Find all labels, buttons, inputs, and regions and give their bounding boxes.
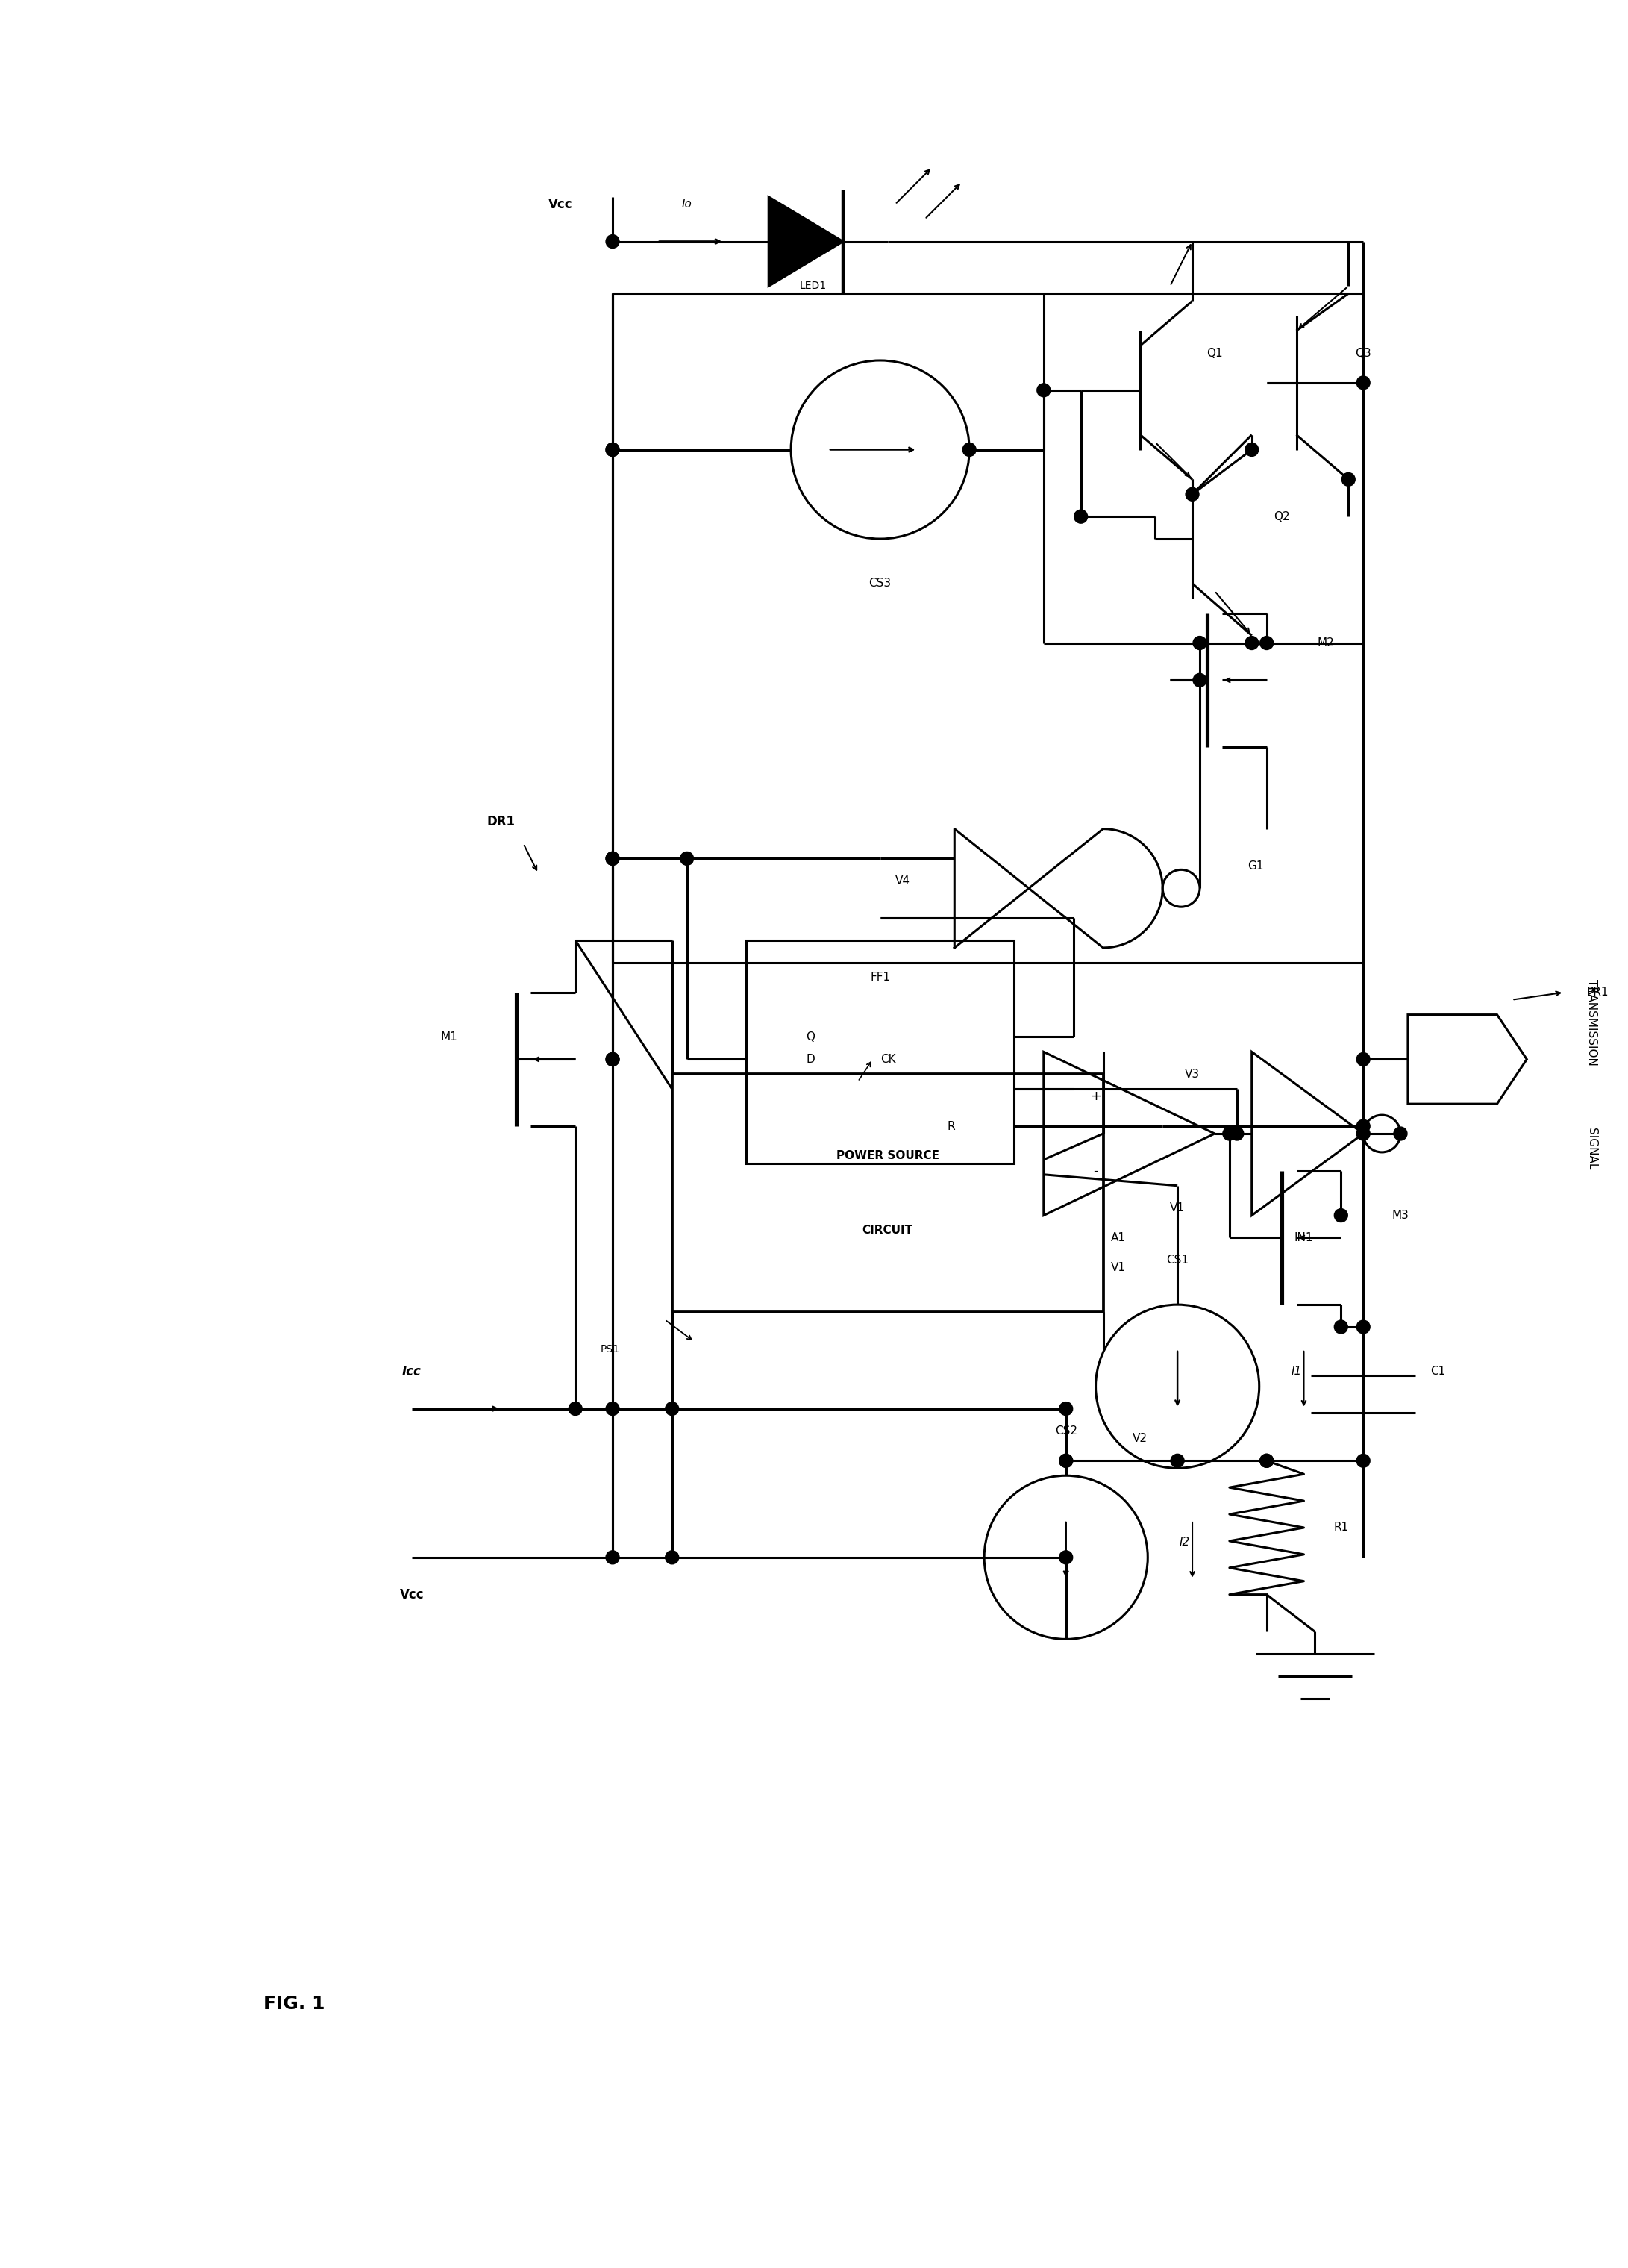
Circle shape [1356, 1454, 1369, 1467]
Circle shape [962, 442, 977, 456]
Text: +: + [1091, 1089, 1101, 1102]
Text: I2: I2 [1180, 1538, 1190, 1549]
Text: CK: CK [881, 1055, 895, 1066]
Circle shape [606, 1551, 619, 1565]
Text: V4: V4 [895, 875, 910, 887]
Text: D: D [806, 1055, 814, 1066]
Circle shape [666, 1402, 679, 1415]
Text: Q1: Q1 [1206, 347, 1223, 358]
Text: IN1: IN1 [1294, 1232, 1314, 1243]
Circle shape [1074, 510, 1088, 524]
Text: Vcc: Vcc [400, 1588, 423, 1601]
Circle shape [1185, 488, 1198, 501]
Circle shape [1193, 674, 1206, 687]
Circle shape [1260, 637, 1273, 649]
Text: V2: V2 [1133, 1433, 1148, 1445]
Text: M2: M2 [1317, 637, 1335, 649]
Text: V1: V1 [1110, 1261, 1125, 1272]
Text: R1: R1 [1333, 1522, 1348, 1533]
Text: FF1: FF1 [869, 973, 891, 982]
Text: PR1: PR1 [1586, 987, 1608, 998]
Polygon shape [768, 197, 843, 286]
Text: SIGNAL: SIGNAL [1586, 1127, 1597, 1170]
Circle shape [1245, 442, 1258, 456]
Circle shape [681, 853, 694, 866]
Circle shape [1341, 472, 1354, 485]
Text: PS1: PS1 [601, 1345, 620, 1354]
Circle shape [1037, 383, 1050, 397]
Text: Icc: Icc [402, 1365, 422, 1379]
Text: DR1: DR1 [487, 814, 516, 828]
Circle shape [1356, 1127, 1369, 1141]
Text: CS1: CS1 [1166, 1254, 1188, 1266]
Circle shape [1356, 1120, 1369, 1134]
Text: Vcc: Vcc [549, 197, 573, 211]
Text: G1: G1 [1247, 860, 1263, 871]
Circle shape [568, 1402, 583, 1415]
Text: TRANSMISSION: TRANSMISSION [1586, 980, 1597, 1066]
Circle shape [1060, 1402, 1073, 1415]
Circle shape [1335, 1320, 1348, 1334]
Circle shape [1193, 637, 1206, 649]
Text: M1: M1 [441, 1032, 457, 1043]
Circle shape [1260, 1454, 1273, 1467]
Circle shape [606, 1052, 619, 1066]
Text: C1: C1 [1429, 1365, 1446, 1377]
Text: V1: V1 [1171, 1202, 1185, 1213]
Circle shape [1356, 1320, 1369, 1334]
Circle shape [1231, 1127, 1244, 1141]
Circle shape [1060, 1551, 1073, 1565]
Circle shape [606, 1402, 619, 1415]
Circle shape [606, 442, 619, 456]
Text: CS3: CS3 [869, 578, 892, 590]
Text: Q2: Q2 [1273, 510, 1289, 522]
Circle shape [666, 1551, 679, 1565]
Text: POWER SOURCE: POWER SOURCE [837, 1150, 939, 1161]
Text: Q: Q [806, 1032, 814, 1043]
Circle shape [1060, 1454, 1073, 1467]
Circle shape [1394, 1127, 1407, 1141]
Text: LED1: LED1 [799, 281, 827, 290]
Circle shape [606, 236, 619, 247]
Text: CIRCUIT: CIRCUIT [863, 1225, 913, 1236]
Circle shape [606, 1052, 619, 1066]
Text: CS2: CS2 [1055, 1424, 1078, 1436]
Circle shape [1356, 376, 1369, 390]
Text: V3: V3 [1185, 1068, 1200, 1080]
Text: R: R [947, 1120, 956, 1132]
Text: A1: A1 [1110, 1232, 1125, 1243]
Circle shape [606, 442, 619, 456]
Circle shape [1060, 1454, 1073, 1467]
Text: Q3: Q3 [1354, 347, 1371, 358]
Circle shape [1171, 1454, 1184, 1467]
Text: FIG. 1: FIG. 1 [264, 1994, 326, 2012]
Circle shape [606, 853, 619, 866]
Text: M3: M3 [1392, 1209, 1408, 1220]
Circle shape [1335, 1209, 1348, 1222]
Circle shape [1356, 1052, 1369, 1066]
Text: Io: Io [682, 200, 692, 211]
Text: -: - [1094, 1163, 1099, 1177]
Text: I1: I1 [1291, 1365, 1302, 1377]
Circle shape [606, 853, 619, 866]
Circle shape [1260, 1454, 1273, 1467]
Circle shape [1223, 1127, 1236, 1141]
Circle shape [1245, 637, 1258, 649]
